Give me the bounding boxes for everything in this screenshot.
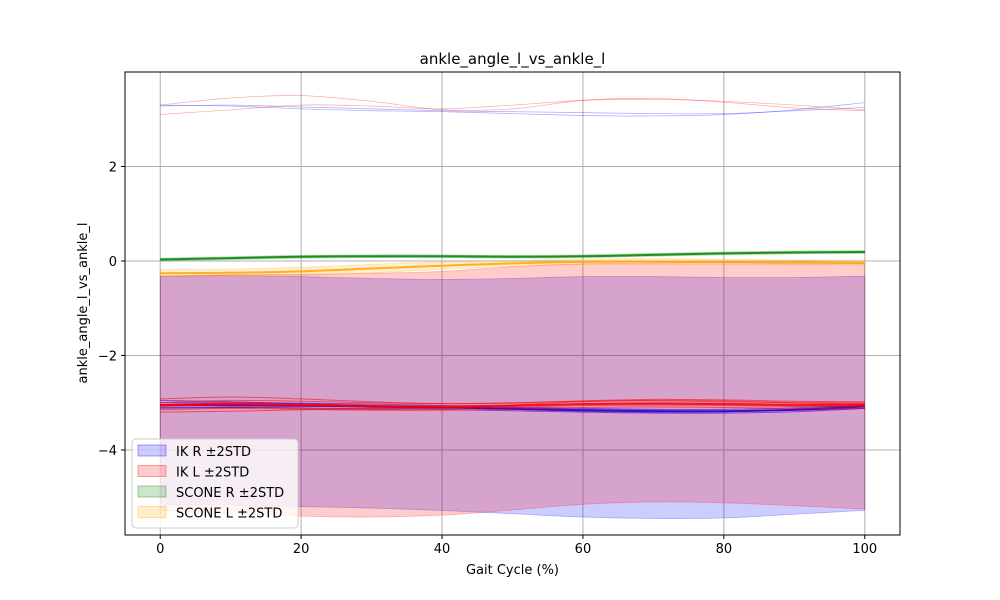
chart-title: ankle_angle_l_vs_ankle_l <box>420 50 606 69</box>
x-tick-label: 100 <box>852 542 877 557</box>
x-axis: 0 20 40 60 80 100 <box>156 535 877 557</box>
legend: IK R ±2STD IK L ±2STD SCONE R ±2STD SCONE L… <box>131 438 299 529</box>
x-tick-label: 60 <box>575 542 592 557</box>
y-axis-label: ankle_angle_l_vs_ankle_l <box>76 223 91 384</box>
outlier-line <box>160 104 865 115</box>
plot-area <box>159 95 866 519</box>
series-2 <box>159 250 866 262</box>
trial-line <box>160 406 865 411</box>
mean-line-2 <box>160 251 865 261</box>
legend-label: SCONE L ±2STD <box>176 507 282 522</box>
y-axis: −4 −2 0 2 <box>98 160 125 459</box>
x-tick-label: 80 <box>716 542 733 557</box>
mean-line-3 <box>160 260 865 275</box>
band-3 <box>159 258 866 278</box>
legend-swatch <box>137 465 167 477</box>
band-1 <box>159 261 866 518</box>
y-tick-label: 0 <box>109 255 117 270</box>
trial-line <box>160 396 865 405</box>
legend-swatch <box>137 506 167 518</box>
x-tick-label: 40 <box>434 542 451 557</box>
outlier-line <box>160 98 865 115</box>
series-1 <box>159 95 866 518</box>
y-tick-label: 2 <box>109 160 117 175</box>
legend-swatch <box>137 444 167 457</box>
legend-label: SCONE R ±2STD <box>176 486 284 501</box>
series-3 <box>159 258 866 278</box>
legend-label: IK L ±2STD <box>176 466 249 481</box>
axes-frame <box>124 71 901 536</box>
trial-line <box>160 404 865 409</box>
legend-box <box>131 438 299 529</box>
x-axis-label: Gait Cycle (%) <box>466 563 559 578</box>
outlier-line <box>160 95 865 112</box>
legend-swatch <box>137 485 167 498</box>
legend-label: IK R ±2STD <box>176 445 251 460</box>
y-tick-label: −4 <box>98 444 117 459</box>
grid <box>125 72 900 535</box>
mean-line-1 <box>160 402 865 408</box>
y-tick-label: −2 <box>98 349 117 364</box>
outlier-line <box>160 102 865 117</box>
x-tick-label: 20 <box>293 542 310 557</box>
x-tick-label: 0 <box>156 542 164 557</box>
band-0 <box>159 275 866 519</box>
